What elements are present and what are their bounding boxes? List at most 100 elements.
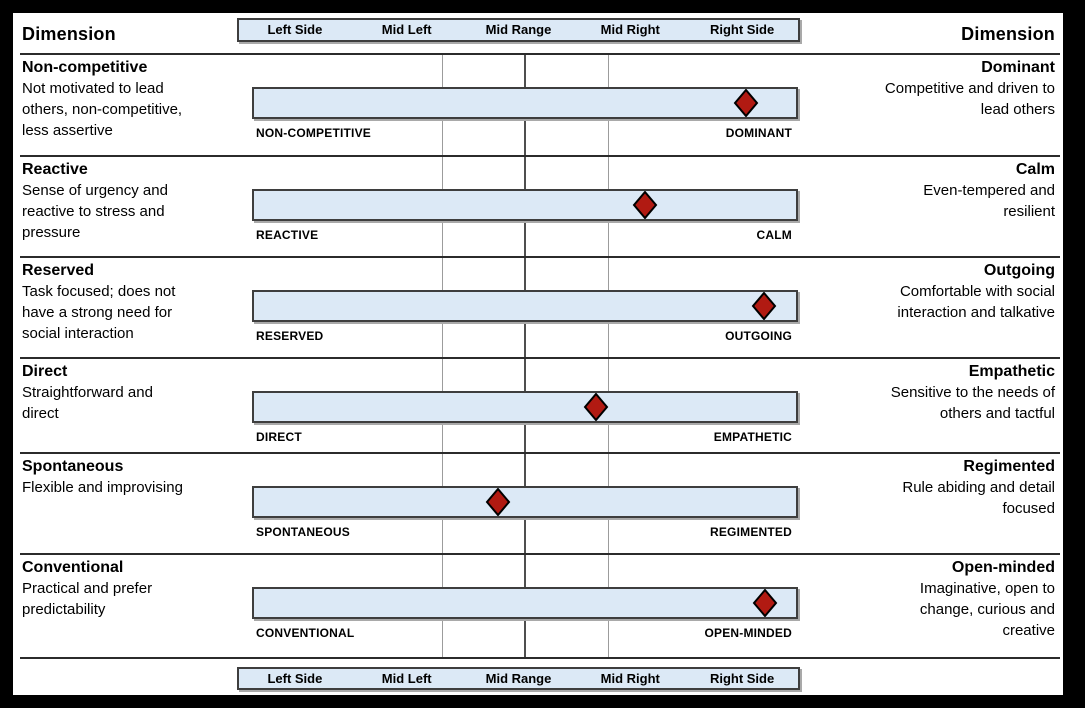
row-left-description: Flexible and improvising xyxy=(22,479,183,496)
scale-header-cell: Mid Range xyxy=(485,22,552,37)
bar-left-label: SPONTANEOUS xyxy=(256,525,350,539)
bar-labels: NON-COMPETITIVE DOMINANT xyxy=(252,126,798,142)
row-chart: REACTIVE CALM xyxy=(252,157,798,256)
scale-header-cell: Left Side xyxy=(267,671,323,686)
scale-header-cell: Mid Right xyxy=(600,22,660,37)
row-left-description: Practical and prefer predictability xyxy=(22,580,153,618)
gridline-center xyxy=(524,53,527,657)
bar-labels: REACTIVE CALM xyxy=(252,228,798,244)
row-left-description: Straightforward and direct xyxy=(22,384,153,422)
scale-header-bottom: Left Side Mid Left Mid Range Mid Right R… xyxy=(237,667,800,690)
scale-header-cell: Mid Left xyxy=(381,22,432,37)
separator xyxy=(20,357,1060,359)
scale-bar xyxy=(252,290,798,322)
bar-right-label: DOMINANT xyxy=(725,126,792,140)
scale-header-cell: Left Side xyxy=(267,22,323,37)
row-chart: CONVENTIONAL OPEN-MINDED xyxy=(252,555,798,657)
row-right-title: Empathetic xyxy=(968,363,1055,380)
bar-labels: SPONTANEOUS REGIMENTED xyxy=(252,525,798,541)
row-left-block: Conventional Practical and prefer predic… xyxy=(22,558,250,620)
marker-diamond-icon xyxy=(751,292,777,320)
row-left-title: Conventional xyxy=(22,559,124,576)
row-right-block: Empathetic Sensitive to the needs of oth… xyxy=(797,362,1055,424)
bar-left-label: REACTIVE xyxy=(256,228,319,242)
bar-left-label: RESERVED xyxy=(256,329,324,343)
gridline xyxy=(607,53,609,657)
dimension-row: Non-competitive Not motivated to lead ot… xyxy=(13,55,1063,155)
row-chart: NON-COMPETITIVE DOMINANT xyxy=(252,55,798,155)
row-right-title: Outgoing xyxy=(983,262,1055,279)
bar-left-label: DIRECT xyxy=(256,430,302,444)
row-right-block: Outgoing Comfortable with social interac… xyxy=(797,261,1055,323)
scale-bar xyxy=(252,587,798,619)
marker-diamond-icon xyxy=(752,589,778,617)
row-right-description: Competitive and driven to lead others xyxy=(884,80,1055,118)
row-chart: DIRECT EMPATHETIC xyxy=(252,359,798,452)
row-chart: SPONTANEOUS REGIMENTED xyxy=(252,454,798,553)
separator xyxy=(20,657,1060,659)
scale-header-cell: Right Side xyxy=(709,671,775,686)
scale-header-cell: Mid Range xyxy=(485,671,552,686)
row-left-title: Reserved xyxy=(22,262,95,279)
bar-labels: DIRECT EMPATHETIC xyxy=(252,430,798,446)
scale-bar xyxy=(252,391,798,423)
dimension-header-left: Dimension xyxy=(22,24,116,44)
scale-header-cell: Mid Right xyxy=(600,671,660,686)
bar-right-label: OPEN-MINDED xyxy=(704,626,792,640)
row-right-block: Open-minded Imaginative, open to change,… xyxy=(797,558,1055,641)
scale-bar xyxy=(252,87,798,119)
row-right-block: Regimented Rule abiding and detail focus… xyxy=(797,457,1055,519)
row-right-title: Open-minded xyxy=(951,559,1055,576)
bar-right-label: OUTGOING xyxy=(725,329,792,343)
scale-header-cell: Mid Left xyxy=(381,671,432,686)
row-left-description: Not motivated to lead others, non-compet… xyxy=(22,80,183,139)
row-left-description: Task focused; does not have a strong nee… xyxy=(22,283,176,342)
row-right-title: Calm xyxy=(1015,161,1055,178)
row-right-description: Rule abiding and detail focused xyxy=(902,479,1055,517)
marker-diamond-icon xyxy=(485,488,511,516)
gridline-overlay xyxy=(252,53,798,657)
row-right-title: Regimented xyxy=(963,458,1055,475)
bar-labels: RESERVED OUTGOING xyxy=(252,329,798,345)
dimension-row: Direct Straightforward and direct DIRECT… xyxy=(13,359,1063,452)
dimension-row: Reserved Task focused; does not have a s… xyxy=(13,258,1063,357)
bar-left-label: NON-COMPETITIVE xyxy=(256,126,372,140)
row-left-block: Non-competitive Not motivated to lead ot… xyxy=(22,58,250,141)
bar-labels: CONVENTIONAL OPEN-MINDED xyxy=(252,626,798,642)
row-left-block: Spontaneous Flexible and improvising xyxy=(22,457,250,498)
row-right-title: Dominant xyxy=(981,59,1055,76)
scale-header-top: Left Side Mid Left Mid Range Mid Right R… xyxy=(237,18,800,42)
dimension-row: Spontaneous Flexible and improvising SPO… xyxy=(13,454,1063,553)
row-right-description: Imaginative, open to change, curious and… xyxy=(919,580,1055,639)
separator xyxy=(20,53,1060,55)
dimension-row: Conventional Practical and prefer predic… xyxy=(13,555,1063,657)
dimension-row: Reactive Sense of urgency and reactive t… xyxy=(13,157,1063,256)
separator xyxy=(20,553,1060,555)
scale-bar xyxy=(252,189,798,221)
separator xyxy=(20,452,1060,454)
row-right-block: Dominant Competitive and driven to lead … xyxy=(797,58,1055,120)
scale-header-cell: Right Side xyxy=(709,22,775,37)
row-left-description: Sense of urgency and reactive to stress … xyxy=(22,182,168,241)
row-chart: RESERVED OUTGOING xyxy=(252,258,798,357)
marker-diamond-icon xyxy=(632,191,658,219)
separator xyxy=(20,155,1060,157)
row-right-description: Comfortable with social interaction and … xyxy=(897,283,1055,321)
marker-diamond-icon xyxy=(583,393,609,421)
row-left-title: Spontaneous xyxy=(22,458,124,475)
row-left-block: Direct Straightforward and direct xyxy=(22,362,250,424)
row-left-title: Direct xyxy=(22,363,68,380)
row-left-title: Non-competitive xyxy=(22,59,148,76)
row-left-block: Reserved Task focused; does not have a s… xyxy=(22,261,250,344)
gridline xyxy=(442,53,443,657)
marker-diamond-icon xyxy=(733,89,759,117)
scale-bar xyxy=(252,486,798,518)
bar-right-label: REGIMENTED xyxy=(709,525,792,539)
report-sheet: Dimension Left Side Mid Left Mid Range M… xyxy=(13,13,1063,695)
bar-right-label: CALM xyxy=(756,228,792,242)
bar-left-label: CONVENTIONAL xyxy=(256,626,355,640)
row-right-description: Even-tempered and resilient xyxy=(923,182,1055,220)
row-right-description: Sensitive to the needs of others and tac… xyxy=(890,384,1055,422)
row-left-title: Reactive xyxy=(22,161,88,178)
dimension-header-right: Dimension xyxy=(961,24,1055,44)
